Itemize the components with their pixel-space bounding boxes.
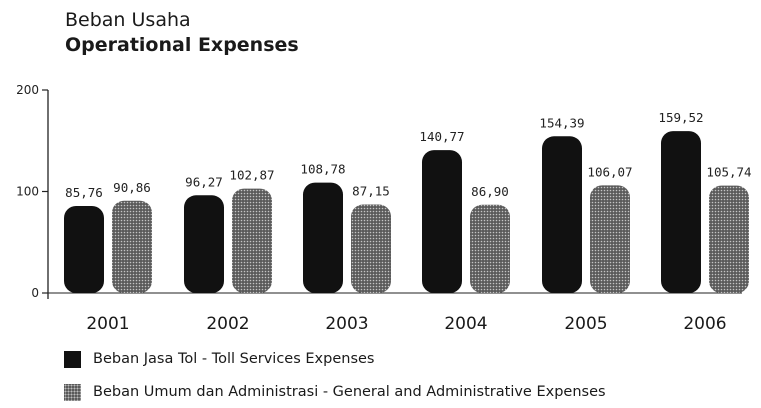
data-label: 96,27 — [185, 174, 223, 189]
legend: Beban Jasa Tol - Toll Services Expenses … — [64, 348, 606, 403]
data-label: 154,39 — [539, 115, 584, 130]
bar-general-admin — [112, 200, 152, 293]
x-category-label: 2004 — [444, 314, 487, 334]
data-label: 140,77 — [419, 129, 464, 144]
bar-general-admin — [351, 204, 391, 293]
x-category-label: 2002 — [206, 314, 249, 334]
data-labels: 85,76 90,86 96,27 102,87 108,78 87,15 140,77 86… — [65, 110, 751, 200]
legend-label-general: Beban Umum dan Administrasi - General an… — [93, 384, 606, 400]
data-label: 159,52 — [658, 110, 703, 125]
chart-subtitle: Beban Usaha — [65, 9, 191, 31]
bar-toll-services — [303, 182, 343, 293]
legend-item-toll: Beban Jasa Tol - Toll Services Expenses — [64, 348, 606, 370]
y-tick-label: 200 — [16, 83, 39, 97]
legend-label-toll: Beban Jasa Tol - Toll Services Expenses — [93, 351, 375, 367]
bar-general-admin — [232, 188, 272, 293]
bar-general-admin — [590, 185, 630, 293]
bar-toll-services — [661, 131, 701, 293]
bar-toll-services — [184, 195, 224, 293]
data-label: 86,90 — [471, 184, 509, 199]
y-tick-label: 0 — [31, 286, 39, 300]
data-label: 102,87 — [229, 168, 274, 183]
y-axis: 0 100 200 — [16, 83, 742, 300]
x-category-label: 2001 — [86, 314, 129, 334]
bar-general-admin — [470, 204, 510, 293]
chart-title: Operational Expenses — [65, 34, 299, 56]
data-label: 87,15 — [352, 184, 390, 199]
bar-chart: 0 100 200 85,76 90,86 96,27 102,87 108,78 87,15… — [16, 83, 751, 334]
x-category-label: 2005 — [564, 314, 607, 334]
x-category-label: 2006 — [683, 314, 726, 334]
data-label: 105,74 — [706, 165, 751, 180]
bar-toll-services — [422, 150, 462, 293]
y-tick-label: 100 — [16, 185, 39, 199]
legend-swatch-general — [64, 383, 81, 401]
bars — [64, 131, 749, 293]
bar-toll-services — [542, 136, 582, 293]
x-category-label: 2003 — [325, 314, 368, 334]
data-label: 106,07 — [587, 164, 632, 179]
bar-general-admin — [709, 185, 749, 293]
data-label: 108,78 — [300, 162, 345, 177]
legend-item-general: Beban Umum dan Administrasi - General an… — [64, 381, 606, 403]
title-block: Beban Usaha Operational Expenses — [65, 8, 299, 58]
legend-swatch-toll — [64, 350, 81, 368]
x-axis-labels: 2001 2002 2003 2004 2005 2006 — [86, 314, 726, 334]
data-label: 90,86 — [113, 180, 151, 195]
bar-toll-services — [64, 205, 104, 293]
data-label: 85,76 — [65, 185, 103, 200]
